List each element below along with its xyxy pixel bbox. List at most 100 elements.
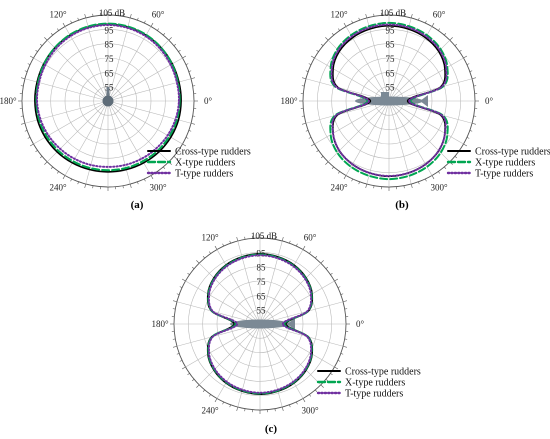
angle-tick-label: 120° [49,9,67,19]
radial-tick-label: 65 [257,291,267,301]
angle-tick [157,28,160,31]
angle-tick [316,150,319,153]
grid-spoke [259,249,304,325]
angle-tick-label: 0° [485,96,494,106]
angle-tick [168,37,172,41]
angle-tick [425,178,427,182]
angle-tick [315,389,318,392]
radial-tick-label: 95 [386,25,396,35]
angle-tick [62,22,66,27]
grid-spoke [388,17,412,102]
angle-tick [44,37,48,41]
angle-tick [305,70,309,72]
angle-tick [316,49,319,52]
angle-tick [35,49,38,52]
angle-tick [471,122,477,125]
angle-tick [342,300,348,303]
angle-tick [309,394,312,397]
angle-tick [185,63,189,65]
grid-spoke [345,100,390,176]
angle-tick-label: 300° [149,183,167,193]
grid-spoke [388,100,451,163]
radial-tick-label: 105 dB [99,8,125,18]
angle-tick [129,183,132,189]
angle-tick [178,150,181,153]
angle-tick [289,240,291,244]
radial-tick-label: 85 [257,263,267,273]
angle-tick [325,266,328,269]
angle-tick [185,137,189,139]
submarine-side-view-icon [355,92,428,107]
angle-tick [178,49,181,52]
grid-spoke [345,26,390,102]
angle-tick [188,70,192,72]
angle-tick [351,178,353,182]
angle-tick [182,143,187,147]
legend-entry: X-type rudders [475,158,535,169]
grid-spoke [388,100,412,185]
grid-spoke [198,323,261,386]
angle-tick [163,166,166,169]
angle-tick-label: 60° [304,232,317,242]
angle-tick [27,63,31,65]
angle-tick [29,143,34,147]
angle-tick [325,37,329,41]
angle-tick-label: 120° [201,232,219,242]
angle-tick [190,77,196,80]
angle-tick [330,373,333,376]
angle-tick [320,260,324,264]
angle-tick [229,404,231,408]
angle-tick [50,33,53,36]
angle-tick [471,77,477,80]
angle-tick [208,251,211,254]
angle-tick [463,55,468,59]
angle-tick [27,137,31,139]
radial-tick-label: 65 [105,68,115,78]
grid-spoke [107,39,170,102]
angle-tick [179,360,183,362]
angle-tick [40,43,43,46]
series-line-3 [35,23,180,168]
angle-tick-label: 60° [433,9,446,19]
grid-spoke [366,17,390,102]
angle-tick [40,156,43,159]
radial-tick-label: 75 [105,54,115,64]
angle-tick [340,293,344,295]
grid-spoke [259,323,304,399]
angle-tick [192,266,195,269]
angle-tick [150,175,154,180]
angle-tick [459,49,462,52]
angle-tick [340,353,344,355]
angle-tick-label: 120° [330,9,348,19]
angle-tick [337,360,341,362]
grid-spoke [185,323,261,368]
angle-tick [172,300,178,303]
angle-tick [331,33,334,36]
hull-shape [102,95,114,107]
angle-tick [188,130,192,132]
grid-spoke [259,323,335,368]
panel-label: (a) [131,199,144,211]
legend-entry: T-type rudders [475,169,533,180]
angle-tick [24,130,28,132]
grid-spoke [388,100,464,145]
angle-tick [365,183,368,189]
grid-spoke [259,323,283,408]
angle-tick [236,406,239,412]
angle-tick [410,13,413,19]
angle-tick [296,243,298,247]
grid-spoke [185,280,261,325]
angle-tick [296,401,298,405]
angle-tick [301,77,307,80]
angle-tick [150,22,154,27]
polar-panel-2: 55 65 75 85 95 105 dB 0° 60° 120° 180° 240° 300° Cro… [280,8,550,211]
angle-tick [315,256,318,259]
grid-spoke [107,26,152,102]
grid-spoke [46,100,109,163]
grid-spoke [46,39,109,102]
angle-tick [29,55,34,59]
angle-tick [214,245,218,250]
